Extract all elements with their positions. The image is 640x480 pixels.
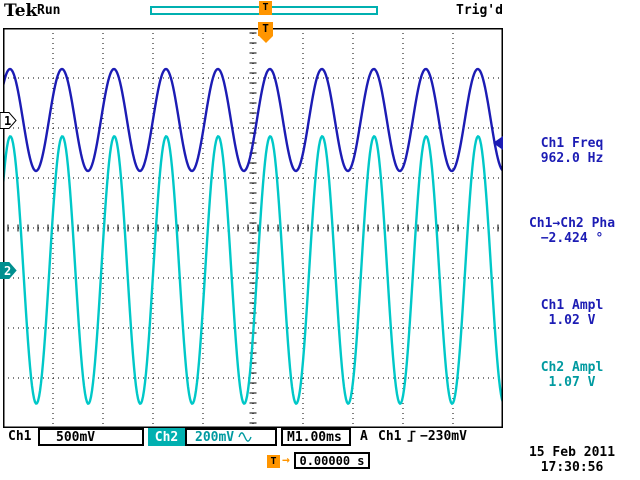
ch2-scale-value: 200mV [195, 429, 235, 445]
measurement-ch1-ampl: Ch1 Ampl 1.02 V [506, 298, 638, 328]
timebase-value: 1.00ms [294, 429, 342, 445]
measurement-ch1-freq: Ch1 Freq 962.0 Hz [506, 136, 638, 166]
trigger-time-arrow-icon: → [282, 453, 290, 468]
ch1-marker-label: 1 [4, 114, 11, 128]
date-label: 15 Feb 2011 [528, 445, 616, 460]
measurement-label: Ch1 Ampl [540, 298, 604, 313]
tek-logo: Tek [4, 1, 38, 21]
measurement-ch1-ch2-phase: Ch1→Ch2 Pha −2.424 ° [506, 216, 638, 246]
trigger-position-marker-top: T [259, 1, 272, 15]
measurement-label: Ch2 Ampl [540, 360, 604, 375]
measurement-value: −2.424 ° [540, 231, 604, 246]
time-label: 17:30:56 [540, 460, 604, 475]
trigger-mode-label: A [360, 429, 368, 444]
ch2-marker-label: 2 [4, 264, 11, 278]
timebase-label: M [287, 429, 295, 445]
trigger-marker-label: T [258, 22, 273, 36]
trigger-time-value: 0.00000 s [299, 453, 365, 468]
trigger-time-box: 0.00000 s [294, 452, 370, 469]
ch2-readout-badge: Ch2 [148, 428, 185, 446]
graticule-waveform-display [3, 28, 503, 428]
ch2-scale-box: 200mV [185, 428, 277, 446]
measurement-value: 962.0 Hz [540, 151, 604, 166]
trigger-level-arrow-icon [493, 136, 503, 150]
trigger-time-marker: T [267, 455, 280, 468]
ch1-scale-box: 500mV [38, 428, 144, 446]
measurement-label: Ch1 Freq [540, 136, 604, 151]
measurement-ch2-ampl: Ch2 Ampl 1.07 V [506, 360, 638, 390]
measurement-value: 1.07 V [548, 375, 596, 390]
ch2-ground-marker: 2 [0, 262, 17, 279]
ch1-scale-value: 500mV [56, 429, 96, 445]
acquisition-status: Run [37, 3, 61, 18]
trigger-level-value: −230mV [420, 429, 467, 444]
ac-coupling-sine-icon [238, 432, 252, 442]
datetime-block: 15 Feb 2011 17:30:56 [506, 445, 638, 475]
measurement-label: Ch1→Ch2 Pha [528, 216, 616, 231]
timebase-box: M 1.00ms [281, 428, 351, 446]
ch1-readout-label: Ch1 [8, 429, 32, 444]
trigger-source-label: Ch1 [378, 429, 402, 444]
trigger-status: Trig'd [456, 3, 503, 18]
trigger-marker-arrow-icon [258, 36, 273, 43]
measurement-value: 1.02 V [548, 313, 596, 328]
ch1-ground-marker: 1 [0, 112, 17, 129]
trigger-position-marker: T [258, 22, 273, 43]
rising-edge-slope-icon [407, 430, 416, 442]
